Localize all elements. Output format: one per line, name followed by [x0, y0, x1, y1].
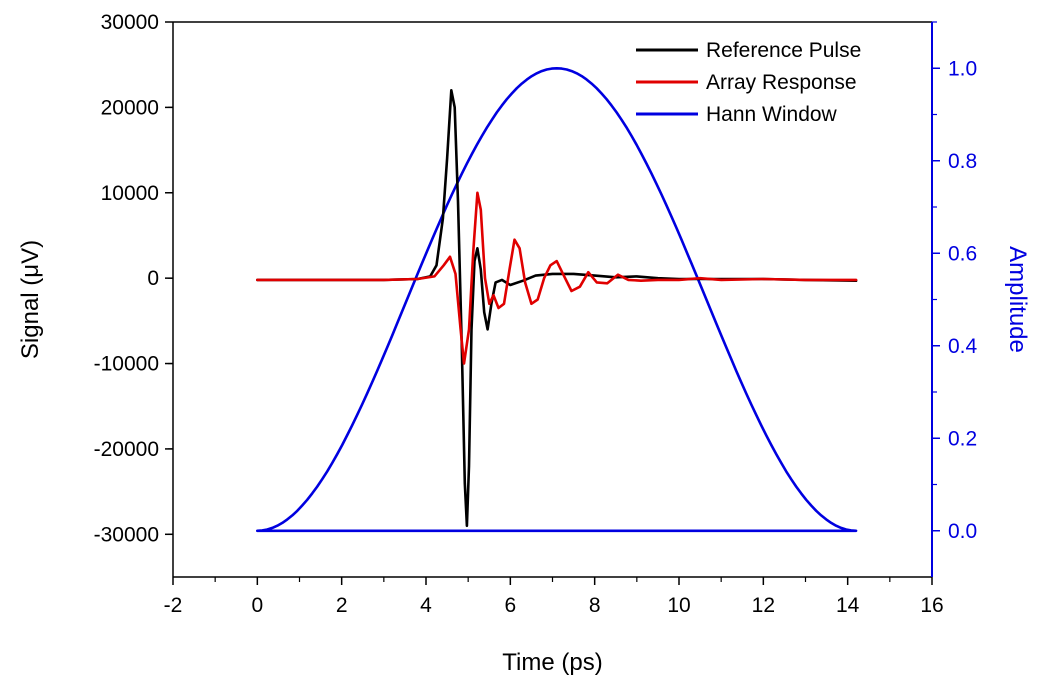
x-tick-label: 10 [667, 594, 690, 617]
x-tick-label: 0 [251, 594, 263, 617]
x-axis-title: Time (ps) [502, 649, 602, 676]
y2-axis-title: Amplitude [1004, 246, 1031, 353]
y2-tick-label: 0.2 [948, 427, 977, 450]
y-axis-right: 0.0 0.2 0.4 0.6 0.8 1.0 [932, 21, 978, 543]
x-tick-label: 12 [752, 594, 775, 617]
series-layer [255, 67, 858, 533]
x-tick-label: 2 [336, 594, 348, 617]
y2-tick-label: 0.0 [948, 520, 977, 543]
y-tick-label: 0 [147, 267, 159, 290]
x-tick-label: 14 [836, 594, 860, 617]
y-tick-label: 10000 [101, 182, 159, 205]
y-tick-label: -10000 [94, 353, 159, 376]
y-axis-title: Signal (μV) [17, 240, 44, 359]
legend-label-hann-window: Hann Window [706, 103, 838, 126]
series-line-reference-pulse [255, 89, 858, 528]
x-axis: -2 0 2 4 6 8 10 12 14 16 [164, 577, 944, 617]
y-axis-left: -30000 -20000 -10000 0 10000 20000 30000 [94, 11, 173, 546]
y2-tick-label: 0.8 [948, 150, 977, 173]
legend-label-array-response: Array Response [706, 71, 857, 94]
x-tick-label: 16 [920, 594, 943, 617]
x-tick-label: 6 [504, 594, 516, 617]
y2-tick-label: 0.6 [948, 242, 977, 265]
y-tick-label: 30000 [101, 11, 159, 34]
series-line-hann-window [255, 67, 858, 533]
y-tick-label: 20000 [101, 96, 159, 119]
legend: Reference Pulse Array Response Hann Window [636, 39, 861, 126]
y-tick-label: -20000 [94, 438, 159, 461]
x-tick-label: 8 [589, 594, 601, 617]
series-line-array-response [255, 191, 858, 365]
x-tick-label: 4 [420, 594, 432, 617]
y-tick-label: -30000 [94, 523, 159, 546]
y2-tick-label: 1.0 [948, 57, 977, 80]
x-tick-label: -2 [164, 594, 183, 617]
y2-tick-label: 0.4 [948, 335, 978, 358]
legend-label-reference-pulse: Reference Pulse [706, 39, 861, 62]
